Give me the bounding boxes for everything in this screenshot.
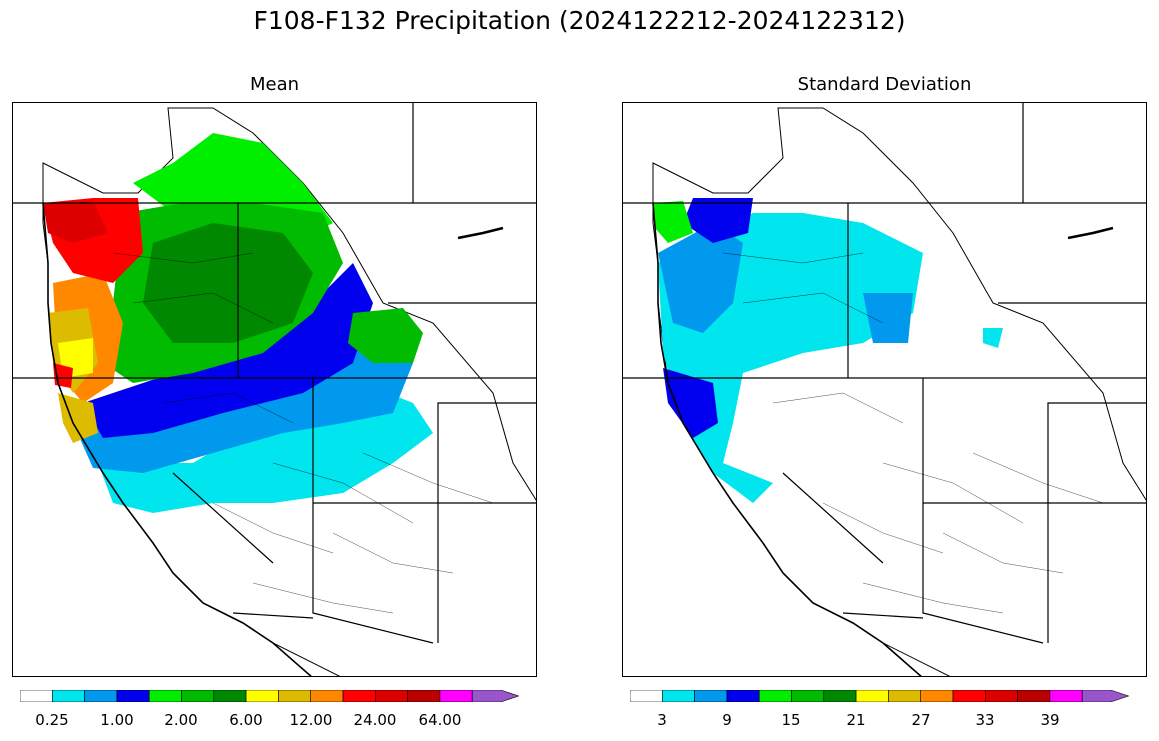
zone-darkgreen — [143, 223, 313, 343]
colorbar-segment — [823, 690, 857, 702]
colorbar-segment — [245, 690, 279, 702]
mean-panel-title: Mean — [249, 74, 300, 95]
sd-tick-label: 3 — [657, 711, 667, 729]
sd-tick-label: 39 — [1040, 711, 1060, 729]
zone-blue-south — [663, 368, 718, 438]
colorbar-segment — [630, 690, 663, 702]
sd-tick-label: 33 — [975, 711, 995, 729]
state-boundaries — [13, 103, 536, 644]
colorbar-segment — [952, 690, 986, 702]
colorbar-segment — [116, 690, 150, 702]
mean-tick-label: 6.00 — [229, 711, 263, 729]
colorbar-segment — [439, 690, 473, 702]
lake-icon — [1067, 226, 1114, 240]
mean-tick-label: 2.00 — [164, 711, 198, 729]
sd-tick-label: 27 — [911, 711, 931, 729]
colorbar-segment — [278, 690, 311, 702]
colorbar-segment — [20, 690, 53, 702]
colorbar-segment — [213, 690, 247, 702]
colorbar-segment — [84, 690, 118, 702]
zone-gold-south — [58, 393, 98, 443]
zone-lightblue — [658, 223, 743, 333]
colorbar-segment — [407, 690, 441, 702]
colorbar-segment — [791, 690, 825, 702]
mean-colorbar — [20, 690, 520, 702]
colorbar-segment — [310, 690, 344, 702]
sd-tick-label: 21 — [846, 711, 866, 729]
colorbar-segment — [1081, 690, 1130, 702]
colorbar-segment — [148, 690, 182, 702]
state-boundaries — [623, 103, 1146, 644]
colorbar-segment — [920, 690, 954, 702]
colorbar-segment — [694, 690, 728, 702]
sd-tick-label: 9 — [722, 711, 732, 729]
sd-map — [622, 102, 1147, 677]
basin-lines — [112, 252, 494, 614]
colorbar-segment — [1049, 690, 1083, 702]
mean-tick-label: 24.00 — [353, 711, 397, 729]
colorbar-segment — [51, 690, 85, 702]
mean-map — [12, 102, 537, 677]
colorbar-segment — [726, 690, 760, 702]
colorbar-segment — [471, 690, 520, 702]
mean-tick-label: 12.00 — [289, 711, 333, 729]
mean-tick-label: 0.25 — [35, 711, 69, 729]
mean-tick-label: 64.00 — [418, 711, 462, 729]
colorbar-segment — [758, 690, 792, 702]
sd-tick-label: 15 — [781, 711, 801, 729]
colorbar-segment — [855, 690, 889, 702]
zone-darkred — [43, 201, 108, 243]
zone-lightblue-mid — [863, 293, 913, 343]
lake-icon — [457, 226, 504, 240]
colorbar-segment — [888, 690, 921, 702]
colorbar-segment — [661, 690, 695, 702]
zone-cyan-east — [983, 328, 1003, 348]
colorbar-segment — [342, 690, 376, 702]
sd-panel-title: Standard Deviation — [797, 74, 972, 95]
colorbar-segment — [984, 690, 1018, 702]
figure-title: F108-F132 Precipitation (2024122212-2024… — [253, 6, 906, 35]
zone-blue-north — [683, 198, 753, 243]
sd-colorbar — [630, 690, 1130, 702]
mean-tick-label: 1.00 — [100, 711, 134, 729]
colorbar-segment — [374, 690, 408, 702]
basin-lines — [722, 252, 1104, 614]
zone-green-east — [348, 308, 423, 363]
zone-green — [653, 201, 693, 243]
coastline — [42, 202, 312, 676]
coastline — [652, 202, 922, 676]
colorbar-segment — [1017, 690, 1051, 702]
colorbar-segment — [181, 690, 215, 702]
zone-blue — [83, 263, 373, 438]
